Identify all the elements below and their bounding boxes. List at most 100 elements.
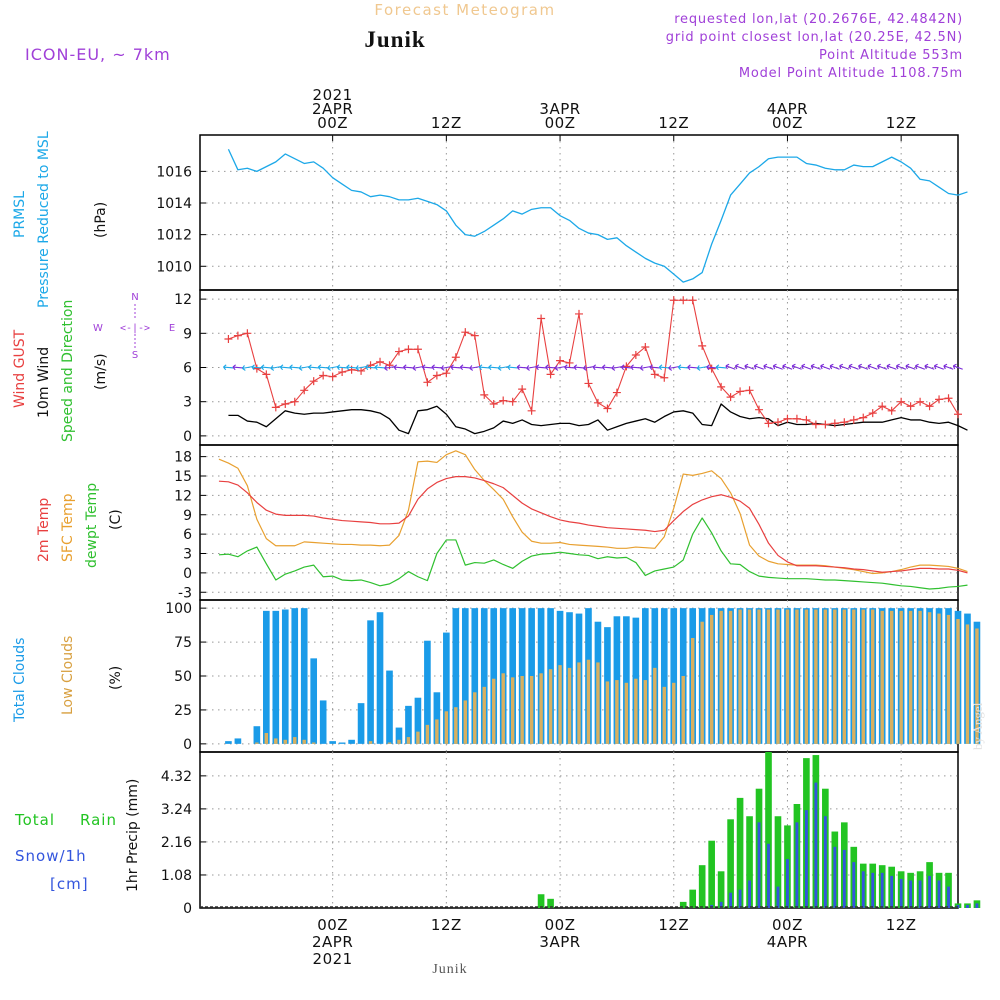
- wind-direction-arrow: [535, 364, 547, 371]
- wind-direction-arrow: [545, 364, 556, 371]
- wind-gust-marker: [906, 402, 915, 411]
- low-cloud-bar: [510, 677, 515, 744]
- wind-gust-marker: [603, 404, 612, 413]
- wind-gust-marker: [878, 402, 887, 411]
- wind-direction-arrow: [715, 364, 727, 371]
- meteogram-title: Forecast Meteogram: [374, 1, 555, 19]
- cm-unit-label: [cm]: [50, 875, 89, 893]
- point-altitude: Point Altitude 553m: [819, 48, 963, 63]
- low-cloud-bar: [615, 680, 619, 744]
- top-time-label: 2APR: [312, 100, 353, 118]
- wind-gust-marker: [394, 347, 403, 356]
- pressure-y-tick-label: 1012: [156, 228, 192, 244]
- low-cloud-bar: [795, 609, 799, 744]
- bottom-time-label: 00Z: [317, 916, 348, 934]
- total-cloud-bar: [338, 742, 346, 744]
- clouds-y-tick-label: 75: [174, 635, 192, 651]
- rain-label: Rain: [80, 811, 117, 829]
- wind-gust-marker: [916, 397, 925, 406]
- wind-direction-arrow: [753, 363, 764, 370]
- precip-panel-frame: [199, 751, 959, 909]
- total-cloud-bar: [405, 705, 412, 744]
- wind-gust-marker: [224, 335, 233, 344]
- wind-direction-arrow: [782, 363, 793, 370]
- wind-direction-arrow: [516, 364, 528, 371]
- wind-direction-arrow: [488, 364, 499, 371]
- low-cloud-bar: [880, 610, 884, 744]
- low-cloud-bar: [690, 638, 695, 744]
- grid-lines: [200, 135, 958, 909]
- low-cloud-bar: [975, 628, 979, 744]
- low-cloud-bar: [406, 737, 411, 744]
- compass-arrows: <-|->: [120, 323, 150, 334]
- total-cloud-bar: [424, 640, 431, 744]
- wind-gust-marker: [537, 314, 546, 323]
- top-time-label: 00Z: [317, 114, 348, 132]
- wind-gust-marker: [849, 415, 858, 424]
- total-cloud-bar: [357, 703, 365, 744]
- total-cloud-bar: [319, 700, 327, 744]
- low-cloud-bar: [368, 741, 373, 744]
- wind-direction-arrow: [384, 365, 395, 371]
- low-cloud-bar: [738, 609, 742, 744]
- prmsl-label: PRMSL: [12, 191, 28, 238]
- wind-gust-marker: [546, 370, 555, 379]
- low-cloud-bar: [681, 676, 685, 744]
- low-cloud-bar: [302, 739, 306, 744]
- wind-gust-marker: [442, 369, 451, 378]
- model-altitude: Model Point Altitude 1108.75m: [739, 66, 963, 81]
- wind-direction-arrow: [839, 363, 850, 370]
- snow-bar: [909, 880, 913, 908]
- snow-bar: [899, 878, 903, 908]
- wind-gust-marker: [593, 398, 602, 407]
- wind-gust-marker: [944, 394, 953, 403]
- wind-gust-marker: [887, 406, 896, 415]
- low-cloud-bar: [728, 610, 733, 744]
- wind-direction-arrow: [440, 365, 452, 371]
- low-cloud-bar: [435, 719, 439, 744]
- wind-gust-marker: [679, 296, 688, 305]
- low-cloud-bar: [274, 738, 278, 744]
- low-cloud-bar: [918, 610, 922, 744]
- total-cloud-bar: [670, 608, 678, 744]
- snow-bar: [804, 810, 808, 908]
- snow-bar: [966, 904, 969, 908]
- low-cloud-bar: [662, 686, 666, 744]
- wind-direction-arrow: [573, 364, 585, 371]
- wind-direction-arrow: [592, 364, 603, 371]
- wind-gust-marker: [717, 382, 726, 391]
- compass-w: W: [93, 323, 103, 334]
- low-cloud-bar: [255, 742, 259, 744]
- data-marks: [200, 148, 981, 908]
- total-cloud-bar: [225, 741, 232, 744]
- temp-y-tick-label: 12: [174, 488, 192, 504]
- wind-gust-marker: [508, 397, 517, 406]
- low-cloud-bar: [719, 610, 723, 744]
- wind-direction-arrow: [858, 363, 869, 370]
- total-cloud-bar: [300, 608, 308, 744]
- wind-gust-marker: [480, 390, 489, 399]
- low-cloud-bar: [833, 609, 837, 744]
- snow-bar: [880, 872, 884, 908]
- wind-direction-arrow: [279, 364, 291, 371]
- wind-gust-marker: [669, 296, 678, 305]
- wind-gust-marker: [404, 345, 413, 354]
- compass-rose: N S W E <-|->: [93, 292, 175, 361]
- wind-direction-arrow: [668, 365, 679, 371]
- snow-bar: [937, 880, 941, 908]
- wind-gust-marker: [755, 405, 764, 414]
- wind-gust-marker: [897, 397, 906, 406]
- compass-s: S: [132, 350, 138, 361]
- wind-gust-marker: [499, 396, 508, 405]
- total-cloud-bar: [480, 608, 488, 744]
- low-cloud-bar: [804, 609, 809, 744]
- snow-bar: [719, 901, 723, 908]
- clouds-y-tick-label: 25: [174, 703, 192, 719]
- wind-gust-marker: [925, 402, 934, 411]
- panel-frames: [199, 134, 959, 909]
- total-cloud-bar: [291, 608, 299, 744]
- wind-gust-marker: [954, 410, 962, 419]
- clouds-y-tick-label: 50: [174, 669, 192, 685]
- wind-direction-arrow: [810, 363, 821, 370]
- wind-direction-arrow: [223, 364, 234, 371]
